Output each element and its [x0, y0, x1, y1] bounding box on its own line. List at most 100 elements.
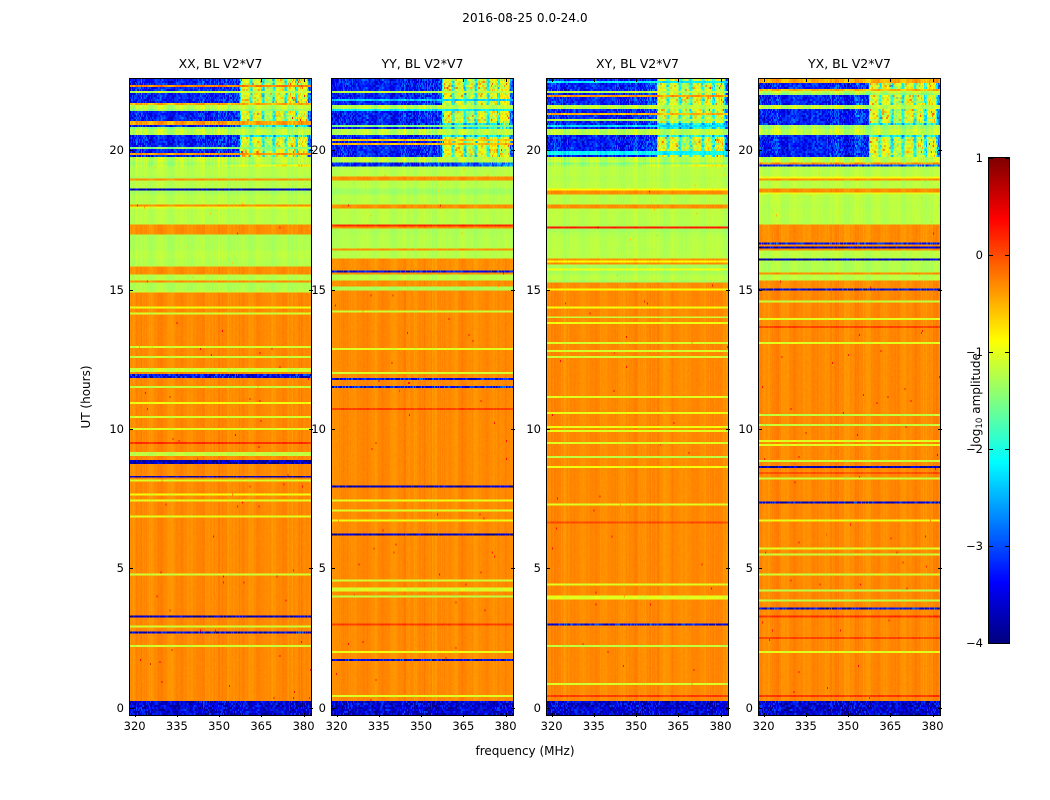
x-tick-mark-top: [421, 77, 423, 82]
waterfall-image: [130, 79, 311, 715]
x-tick-label: 335: [165, 719, 188, 733]
y-tick-mark: [128, 429, 133, 431]
x-tick-mark: [463, 712, 465, 717]
x-tick-label: 320: [325, 719, 348, 733]
x-tick-label: 350: [625, 719, 648, 733]
y-tick-mark-right: [510, 568, 515, 570]
y-tick-mark: [330, 150, 335, 152]
y-tick-label: 10: [311, 422, 326, 437]
waterfall-image: [547, 79, 728, 715]
y-tick-mark-right: [510, 429, 515, 431]
y-tick-label: 5: [116, 561, 124, 576]
y-tick-mark: [757, 429, 762, 431]
x-tick-mark: [505, 712, 507, 717]
y-tick-mark-right: [937, 707, 942, 709]
x-tick-mark-top: [805, 77, 807, 82]
colorbar-tick-label: −4: [966, 636, 983, 650]
y-tick-label: 10: [526, 422, 541, 437]
colorbar-tick-label: −1: [966, 345, 983, 359]
y-tick-mark-right: [308, 289, 313, 291]
y-tick-label: 10: [109, 422, 124, 437]
y-tick-mark: [330, 429, 335, 431]
x-tick-mark-top: [336, 77, 338, 82]
x-tick-mark: [134, 712, 136, 717]
y-tick-mark: [545, 150, 550, 152]
y-tick-label: 5: [318, 561, 326, 576]
colorbar-tick-label: −3: [966, 539, 983, 553]
waterfall-panel-xy[interactable]: XY, BL V2*V7 320 335 350 365 380 0 5 10 15 20: [526, 56, 731, 733]
y-tick-label: 15: [311, 282, 326, 297]
y-tick-mark-right: [308, 429, 313, 431]
x-tick-mark: [763, 712, 765, 717]
y-tick-mark: [545, 707, 550, 709]
y-tick-label: 0: [745, 700, 753, 715]
y-tick-mark: [545, 429, 550, 431]
y-tick-mark-right: [725, 150, 730, 152]
y-tick-mark: [330, 707, 335, 709]
x-tick-label: 380: [494, 719, 517, 733]
x-tick-mark: [303, 712, 305, 717]
colorbar-tick-right: [1005, 643, 1010, 644]
x-tick-label: 335: [582, 719, 605, 733]
y-tick-label: 10: [738, 422, 753, 437]
colorbar-tick-right: [1005, 546, 1010, 547]
x-tick-label: 350: [837, 719, 860, 733]
y-tick-mark: [757, 707, 762, 709]
y-tick-mark-right: [725, 289, 730, 291]
colorbar-label-sub: 10: [975, 417, 986, 429]
x-tick-label: 320: [752, 719, 775, 733]
x-tick-labels: 320 335 350 365 380: [753, 719, 944, 737]
x-tick-mark: [176, 712, 178, 717]
colorbar-gradient: [988, 157, 1010, 644]
waterfall-panel-xx[interactable]: XX, BL V2*V7 320 335 350 365 380 0 5 10 15 20: [109, 56, 314, 733]
panel-axes-frame: [331, 78, 514, 716]
waterfall-panel-yy[interactable]: YY, BL V2*V7 320 335 350 365 380 0 5 10 15 20: [311, 56, 516, 733]
x-tick-label: 350: [410, 719, 433, 733]
x-tick-mark-top: [463, 77, 465, 82]
y-tick-mark-right: [308, 150, 313, 152]
colorbar-tick-right: [1005, 158, 1010, 159]
y-tick-mark-right: [937, 289, 942, 291]
panel-axes-frame: [758, 78, 941, 716]
waterfall-panel-yx[interactable]: YX, BL V2*V7 320 335 350 365 380 0 5 10 15 20: [738, 56, 943, 733]
x-tick-mark-top: [505, 77, 507, 82]
x-tick-label: 380: [292, 719, 315, 733]
colorbar-tick-right: [1005, 449, 1010, 450]
x-tick-mark-top: [678, 77, 680, 82]
x-tick-labels: 320 335 350 365 380: [124, 719, 315, 737]
colorbar-tick-left: [988, 352, 993, 353]
y-tick-mark-right: [510, 289, 515, 291]
colorbar-label-main: log: [968, 428, 983, 447]
y-tick-mark: [545, 289, 550, 291]
y-tick-label: 20: [109, 143, 124, 158]
y-tick-mark-right: [937, 429, 942, 431]
waterfall-image: [759, 79, 940, 715]
y-tick-label: 0: [116, 700, 124, 715]
colorbar-tick-label: −2: [966, 442, 983, 456]
x-tick-mark: [805, 712, 807, 717]
y-tick-label: 5: [745, 561, 753, 576]
y-tick-label: 0: [533, 700, 541, 715]
y-tick-mark: [330, 289, 335, 291]
y-axis-label: UT (hours): [79, 365, 93, 429]
y-tick-mark-right: [510, 150, 515, 152]
y-tick-mark: [128, 707, 133, 709]
colorbar-tick-left: [988, 546, 993, 547]
y-tick-label: 20: [311, 143, 326, 158]
y-tick-mark: [545, 568, 550, 570]
colorbar[interactable]: −4 −3 −2 −1 0 1: [966, 151, 1010, 650]
y-tick-mark-right: [937, 568, 942, 570]
panel-title: YY, BL V2*V7: [381, 56, 464, 71]
x-tick-mark: [336, 712, 338, 717]
x-tick-mark-top: [848, 77, 850, 82]
waterfall-image: [332, 79, 513, 715]
colorbar-label-tail: amplitude: [968, 353, 983, 418]
x-tick-mark-top: [219, 77, 221, 82]
x-tick-mark: [848, 712, 850, 717]
y-tick-mark-right: [308, 568, 313, 570]
x-tick-label: 350: [208, 719, 231, 733]
x-tick-label: 365: [879, 719, 902, 733]
x-tick-mark-top: [593, 77, 595, 82]
y-tick-label: 15: [738, 282, 753, 297]
